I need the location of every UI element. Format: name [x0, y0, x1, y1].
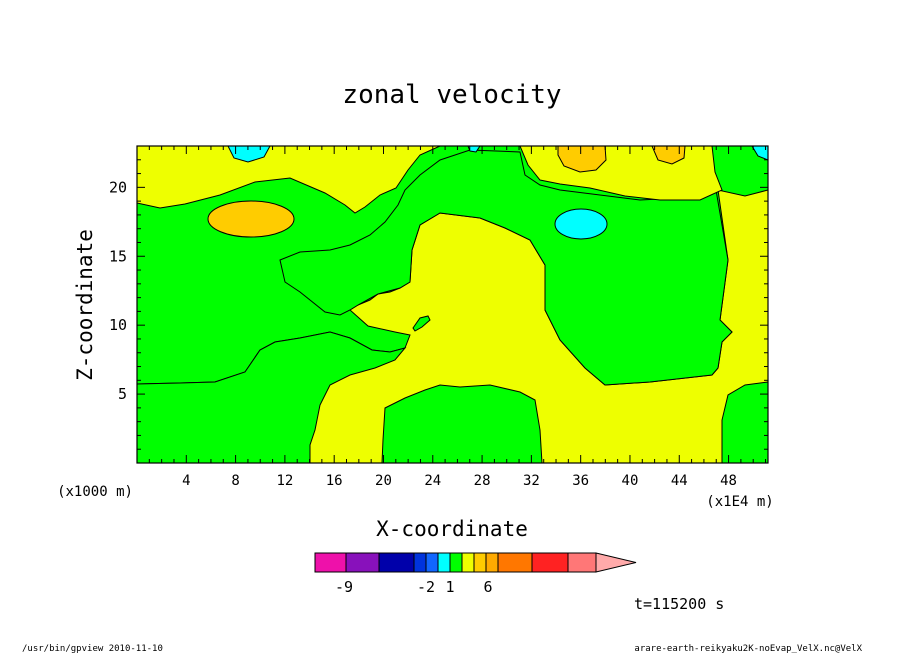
colorbar-box — [413, 552, 427, 573]
x-tick-label: 36 — [572, 473, 589, 489]
colorbar-box — [449, 552, 463, 573]
contour-plot — [137, 146, 768, 463]
colorbar-box — [314, 552, 347, 573]
chart-title: zonal velocity — [342, 80, 561, 110]
x-axis-label: X-coordinate — [376, 517, 528, 541]
colorbar-box — [485, 552, 499, 573]
colorbar-box — [378, 552, 415, 573]
x-tick-label: 8 — [231, 473, 239, 489]
colorbar-box — [461, 552, 475, 573]
colorbar-box — [437, 552, 451, 573]
orange-blob-left — [207, 200, 295, 238]
green-region-lower-middle — [381, 384, 543, 463]
x-tick-label: 20 — [375, 473, 392, 489]
cyan-blob-top-left — [227, 146, 271, 163]
orange-blob-top-right — [651, 146, 686, 165]
colorbar-box — [473, 552, 487, 573]
colorbar-box — [425, 552, 439, 573]
cyan-blob-right — [554, 208, 608, 240]
x-tick-label: 4 — [182, 473, 190, 489]
colorbar-box — [345, 552, 380, 573]
time-label: t=115200 s — [634, 595, 724, 613]
green-region-lower-left — [137, 331, 407, 463]
colorbar-tick-labels: -9 -2 1 6 — [335, 578, 493, 596]
colorbar-box — [497, 552, 533, 573]
green-region-lower-right — [721, 381, 768, 463]
y-tick-label: 20 — [109, 178, 127, 196]
x-unit-label: (x1E4 m) — [706, 494, 773, 510]
footer-right: arare-earth-reikyaku2K-noEvap_VelX.nc@Ve… — [634, 644, 862, 654]
x-tick-label: 24 — [424, 473, 441, 489]
y-unit-label: (x1000 m) — [57, 484, 133, 500]
colorbar — [314, 552, 637, 573]
x-tick-label: 40 — [622, 473, 639, 489]
colorbar-tick-label: 6 — [483, 578, 492, 596]
x-tick-label: 32 — [523, 473, 540, 489]
x-tick-label: 16 — [326, 473, 343, 489]
footer-left: /usr/bin/gpview 2010-11-10 — [22, 644, 163, 654]
y-tick-label: 15 — [109, 247, 127, 265]
y-axis-label: Z-coordinate — [73, 229, 97, 381]
y-axis-ticks: 5 10 15 20 — [109, 159, 768, 450]
x-tick-label: 12 — [276, 473, 293, 489]
cyan-blob-top-right — [751, 146, 768, 161]
x-tick-label: 48 — [720, 473, 737, 489]
y-tick-label: 5 — [118, 385, 127, 403]
colorbar-box — [531, 552, 569, 573]
green-island — [412, 315, 431, 332]
x-axis-ticks: 4 8 12 16 20 24 28 32 36 40 44 48 — [148, 146, 767, 489]
x-tick-label: 28 — [474, 473, 491, 489]
colorbar-extension — [595, 552, 637, 573]
colorbar-box — [567, 552, 597, 573]
x-tick-label: 44 — [671, 473, 688, 489]
green-region-left-mid — [279, 149, 733, 386]
colorbar-tick-label: 1 — [445, 578, 454, 596]
plot-frame — [136, 145, 769, 464]
colorbar-tick-label: -2 — [417, 578, 435, 596]
y-tick-label: 10 — [109, 316, 127, 334]
colorbar-tick-label: -9 — [335, 578, 353, 596]
